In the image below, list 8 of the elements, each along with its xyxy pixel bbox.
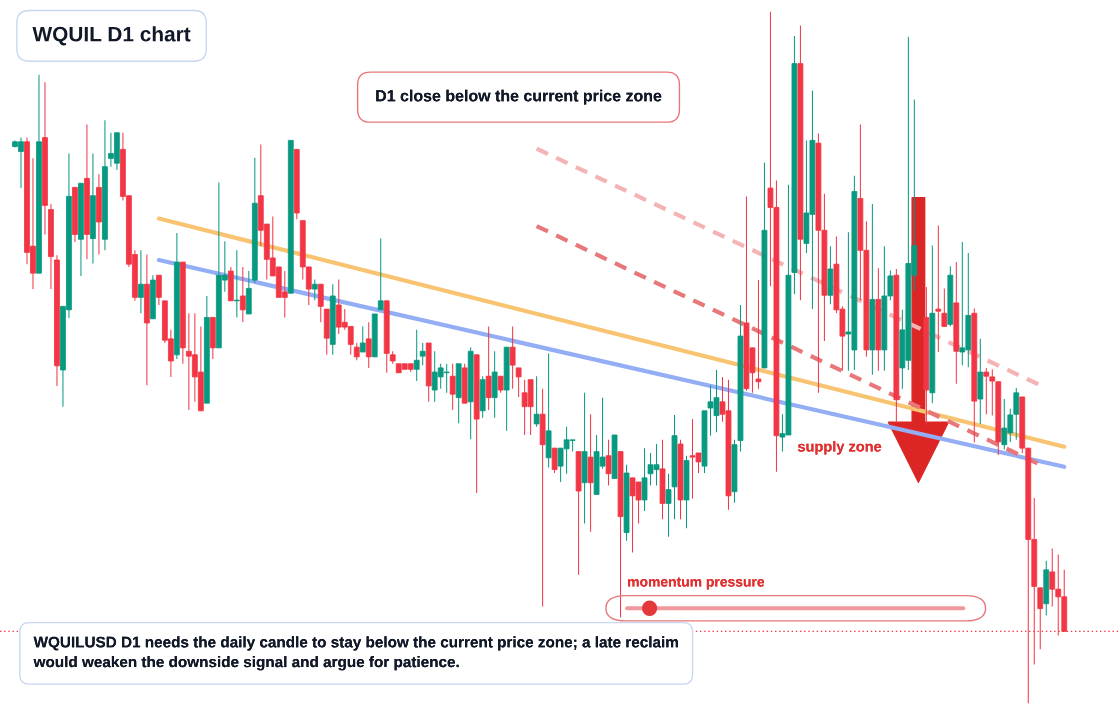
candlestick bbox=[233, 250, 240, 318]
annotation: supply zone bbox=[797, 440, 882, 455]
text: WQUIL D1 chart bbox=[32, 26, 191, 46]
annotation: WQUILUSD D1 needs the daily candle to stay below the current price zone; a late reclaim would weaken the downside signal and argue for patience. bbox=[33, 636, 678, 671]
annotation: D1 close below the current price zone bbox=[376, 89, 662, 105]
candlestick bbox=[935, 225, 942, 352]
annotation: momentum pressure bbox=[628, 577, 765, 590]
candlestick bbox=[755, 280, 762, 389]
